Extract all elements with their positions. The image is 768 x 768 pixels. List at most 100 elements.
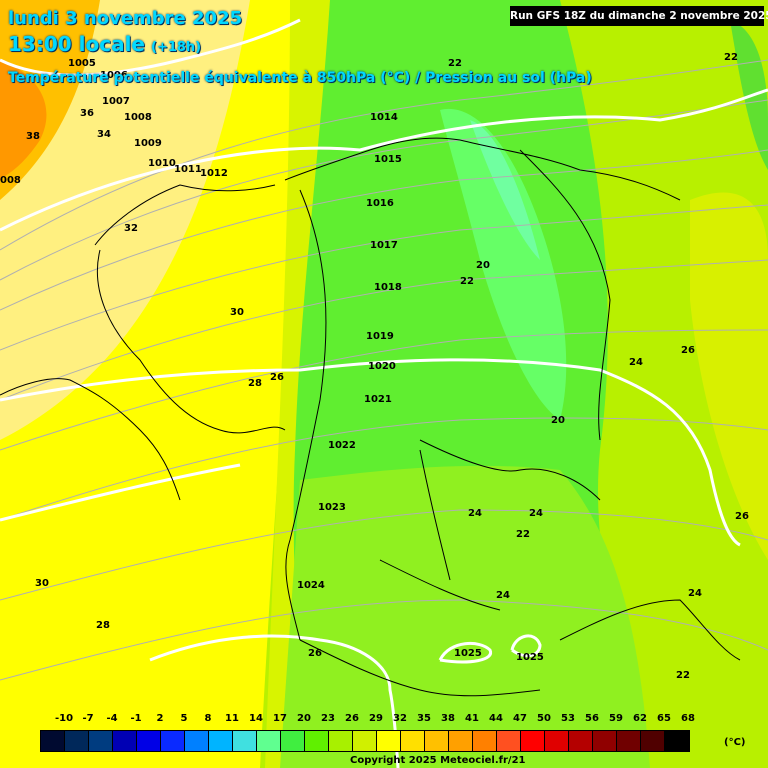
legend-swatch: [329, 731, 353, 751]
forecast-time-value: 13:00 locale: [8, 32, 145, 56]
legend-tick-label: 5: [180, 713, 188, 724]
legend-tick-label: 41: [465, 713, 479, 724]
legend-tick-label: 2: [156, 713, 164, 724]
temperature-label: 22: [676, 670, 690, 681]
legend-swatch: [137, 731, 161, 751]
borders: [0, 137, 741, 697]
temperature-label: 24: [529, 508, 543, 519]
pressure-label: 1019: [366, 331, 394, 342]
east-warm: [690, 192, 768, 560]
temperature-label: 26: [270, 372, 284, 383]
legend-swatch: [377, 731, 401, 751]
legend-tick-label: 53: [561, 713, 575, 724]
forecast-time: 13:00 locale (+18h): [8, 32, 201, 56]
pressure-label: 1008: [124, 112, 152, 123]
temperature-label: 22: [448, 58, 462, 69]
pressure-label: 1021: [364, 394, 392, 405]
temperature-label: 26: [308, 648, 322, 659]
temperature-label: 30: [35, 578, 49, 589]
legend-tick-label: 62: [633, 713, 647, 724]
pressure-label: 1011: [174, 164, 202, 175]
legend-tick-label: -10: [54, 713, 74, 724]
cold-core: [440, 108, 567, 421]
legend-swatch: [161, 731, 185, 751]
legend-swatch: [665, 731, 689, 751]
temperature-label: 28: [96, 620, 110, 631]
legend-tick-label: 20: [297, 713, 311, 724]
legend-tick-label: 29: [369, 713, 383, 724]
legend-tick-label: 26: [345, 713, 359, 724]
legend-swatch: [497, 731, 521, 751]
temperature-label: 20: [551, 415, 565, 426]
legend-unit: (°C): [724, 737, 746, 748]
temperature-label: 24: [496, 590, 510, 601]
legend-swatch: [257, 731, 281, 751]
legend-swatch: [473, 731, 497, 751]
legend-tick-label: 56: [585, 713, 599, 724]
legend-swatch: [641, 731, 665, 751]
legend-swatch: [593, 731, 617, 751]
forecast-offset: (+18h): [151, 40, 202, 55]
legend-tick-label: 23: [321, 713, 335, 724]
legend-swatch: [545, 731, 569, 751]
legend-swatch: [569, 731, 593, 751]
pressure-label: 1025: [516, 652, 544, 663]
legend-tick-label: 8: [204, 713, 212, 724]
legend-tick-label: 44: [489, 713, 503, 724]
legend-tick-label: 68: [681, 713, 695, 724]
temperature-label: 26: [735, 511, 749, 522]
pressure-label: 1022: [328, 440, 356, 451]
temperature-label: 28: [248, 378, 262, 389]
temperature-label: 008: [0, 175, 21, 186]
pressure-label: 1009: [134, 138, 162, 149]
forecast-date: lundi 3 novembre 2025: [8, 8, 243, 29]
legend-tick-label: 50: [537, 713, 551, 724]
legend-tick-label: 59: [609, 713, 623, 724]
legend-swatch: [521, 731, 545, 751]
pressure-label: 1020: [368, 361, 396, 372]
legend-tick-label: 32: [393, 713, 407, 724]
pressure-label: 1024: [297, 580, 325, 591]
temperature-label: 36: [80, 108, 94, 119]
parameter-title: Température potentielle équivalente à 85…: [8, 70, 592, 86]
temperature-label: 22: [516, 529, 530, 540]
legend-swatch: [185, 731, 209, 751]
legend-tick-label: 11: [225, 713, 239, 724]
legend-tick-label: -4: [106, 713, 118, 724]
south-green: [280, 465, 650, 768]
hot-zone-orange: [0, 60, 47, 180]
color-scale-bar: [40, 730, 690, 752]
pressure-label: 1023: [318, 502, 346, 513]
map-labels: 1005 1006 1007 1008 1009 1010 1011 1012 …: [0, 52, 749, 681]
legend-tick-label: -1: [130, 713, 142, 724]
temperature-label: 24: [468, 508, 482, 519]
run-info: Run GFS 18Z du dimanche 2 novembre 2025: [510, 6, 768, 26]
temperature-label: 20: [476, 260, 490, 271]
legend-tick-label: 47: [513, 713, 527, 724]
temperature-label: 22: [460, 276, 474, 287]
legend-tick-label: 35: [417, 713, 431, 724]
legend-tick-label: 17: [273, 713, 287, 724]
temperature-label: 38: [26, 131, 40, 142]
pressure-label: 1006: [100, 70, 128, 81]
legend-swatch: [449, 731, 473, 751]
pressure-label: 1016: [366, 198, 394, 209]
legend-swatch: [617, 731, 641, 751]
pressure-label: 1025: [454, 648, 482, 659]
main-isobars: [0, 18, 768, 768]
legend-swatch: [305, 731, 329, 751]
legend-swatch: [233, 731, 257, 751]
pressure-label: 1015: [374, 154, 402, 165]
copyright: Copyright 2025 Meteociel.fr/21: [350, 755, 526, 766]
legend-tick-label: 14: [249, 713, 263, 724]
temperature-label: 30: [230, 307, 244, 318]
legend-swatch: [65, 731, 89, 751]
legend-swatch: [209, 731, 233, 751]
legend-swatch: [113, 731, 137, 751]
pressure-label: 1014: [370, 112, 398, 123]
legend-swatch: [89, 731, 113, 751]
legend-swatch: [41, 731, 65, 751]
legend-tick-label: 38: [441, 713, 455, 724]
